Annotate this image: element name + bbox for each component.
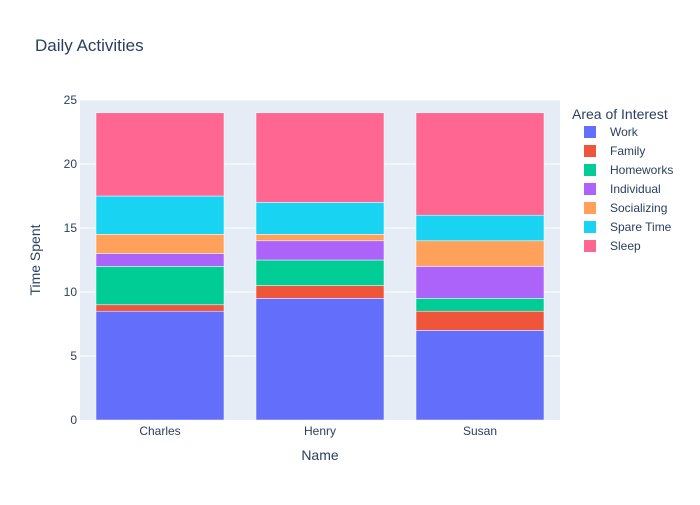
bar-socializing-henry[interactable] bbox=[255, 234, 385, 242]
legend-label: Individual bbox=[610, 182, 661, 196]
legend-label: Spare Time bbox=[610, 220, 672, 234]
bar-family-charles[interactable] bbox=[95, 304, 225, 312]
bar-work-charles[interactable] bbox=[95, 310, 225, 421]
y-tick-label: 20 bbox=[64, 157, 78, 171]
bar-work-susan[interactable] bbox=[415, 330, 545, 421]
legend-swatch bbox=[584, 221, 596, 233]
bar-homeworks-henry[interactable] bbox=[255, 259, 385, 286]
bar-spare-time-susan[interactable] bbox=[415, 214, 545, 242]
legend-swatch bbox=[584, 183, 596, 195]
y-tick-label: 5 bbox=[70, 349, 77, 363]
legend-item-sleep[interactable]: Sleep bbox=[584, 239, 641, 253]
legend: Area of Interest Work Family Homeworks Indi… bbox=[572, 106, 673, 253]
bar-homeworks-susan[interactable] bbox=[415, 298, 545, 312]
bar-individual-susan[interactable] bbox=[415, 266, 545, 299]
y-tick-label: 15 bbox=[64, 221, 78, 235]
legend-item-individual[interactable]: Individual bbox=[584, 182, 661, 196]
bar-individual-charles[interactable] bbox=[95, 253, 225, 267]
y-tick-label: 10 bbox=[64, 285, 78, 299]
bars bbox=[95, 112, 545, 421]
bar-sleep-charles[interactable] bbox=[95, 112, 225, 197]
legend-label: Work bbox=[610, 125, 639, 139]
legend-label: Homeworks bbox=[610, 163, 673, 177]
legend-swatch bbox=[584, 145, 596, 157]
legend-item-socializing[interactable]: Socializing bbox=[584, 201, 667, 215]
bar-individual-henry[interactable] bbox=[255, 240, 385, 261]
bar-spare-time-charles[interactable] bbox=[95, 195, 225, 235]
bar-spare-time-henry[interactable] bbox=[255, 202, 385, 235]
legend-swatch bbox=[584, 240, 596, 252]
legend-swatch bbox=[584, 164, 596, 176]
bar-socializing-charles[interactable] bbox=[95, 234, 225, 254]
legend-item-homeworks[interactable]: Homeworks bbox=[584, 163, 673, 177]
legend-label: Family bbox=[610, 144, 645, 158]
legend-item-work[interactable]: Work bbox=[584, 125, 639, 139]
chart-title: Daily Activities bbox=[35, 36, 144, 55]
bar-socializing-susan[interactable] bbox=[415, 240, 545, 267]
bar-homeworks-charles[interactable] bbox=[95, 266, 225, 306]
x-tick-labels: Charles Henry Susan bbox=[139, 424, 497, 438]
y-axis-title: Time Spent bbox=[27, 224, 43, 295]
bar-sleep-susan[interactable] bbox=[415, 112, 545, 216]
legend-label: Socializing bbox=[610, 201, 667, 215]
y-tick-label: 25 bbox=[64, 93, 78, 107]
bar-work-henry[interactable] bbox=[255, 298, 385, 421]
y-tick-label: 0 bbox=[70, 413, 77, 427]
bar-family-henry[interactable] bbox=[255, 285, 385, 299]
legend-swatch bbox=[584, 202, 596, 214]
bar-sleep-henry[interactable] bbox=[255, 112, 385, 203]
legend-swatch bbox=[584, 126, 596, 138]
legend-item-spare-time[interactable]: Spare Time bbox=[584, 220, 672, 234]
x-tick-label: Susan bbox=[463, 424, 497, 438]
x-tick-label: Charles bbox=[139, 424, 180, 438]
legend-title: Area of Interest bbox=[572, 106, 668, 122]
legend-item-family[interactable]: Family bbox=[584, 144, 645, 158]
x-axis-title: Name bbox=[301, 447, 339, 463]
legend-label: Sleep bbox=[610, 239, 641, 253]
x-tick-label: Henry bbox=[304, 424, 336, 438]
bar-family-susan[interactable] bbox=[415, 310, 545, 331]
y-tick-labels: 0 5 10 15 20 25 bbox=[64, 93, 78, 427]
